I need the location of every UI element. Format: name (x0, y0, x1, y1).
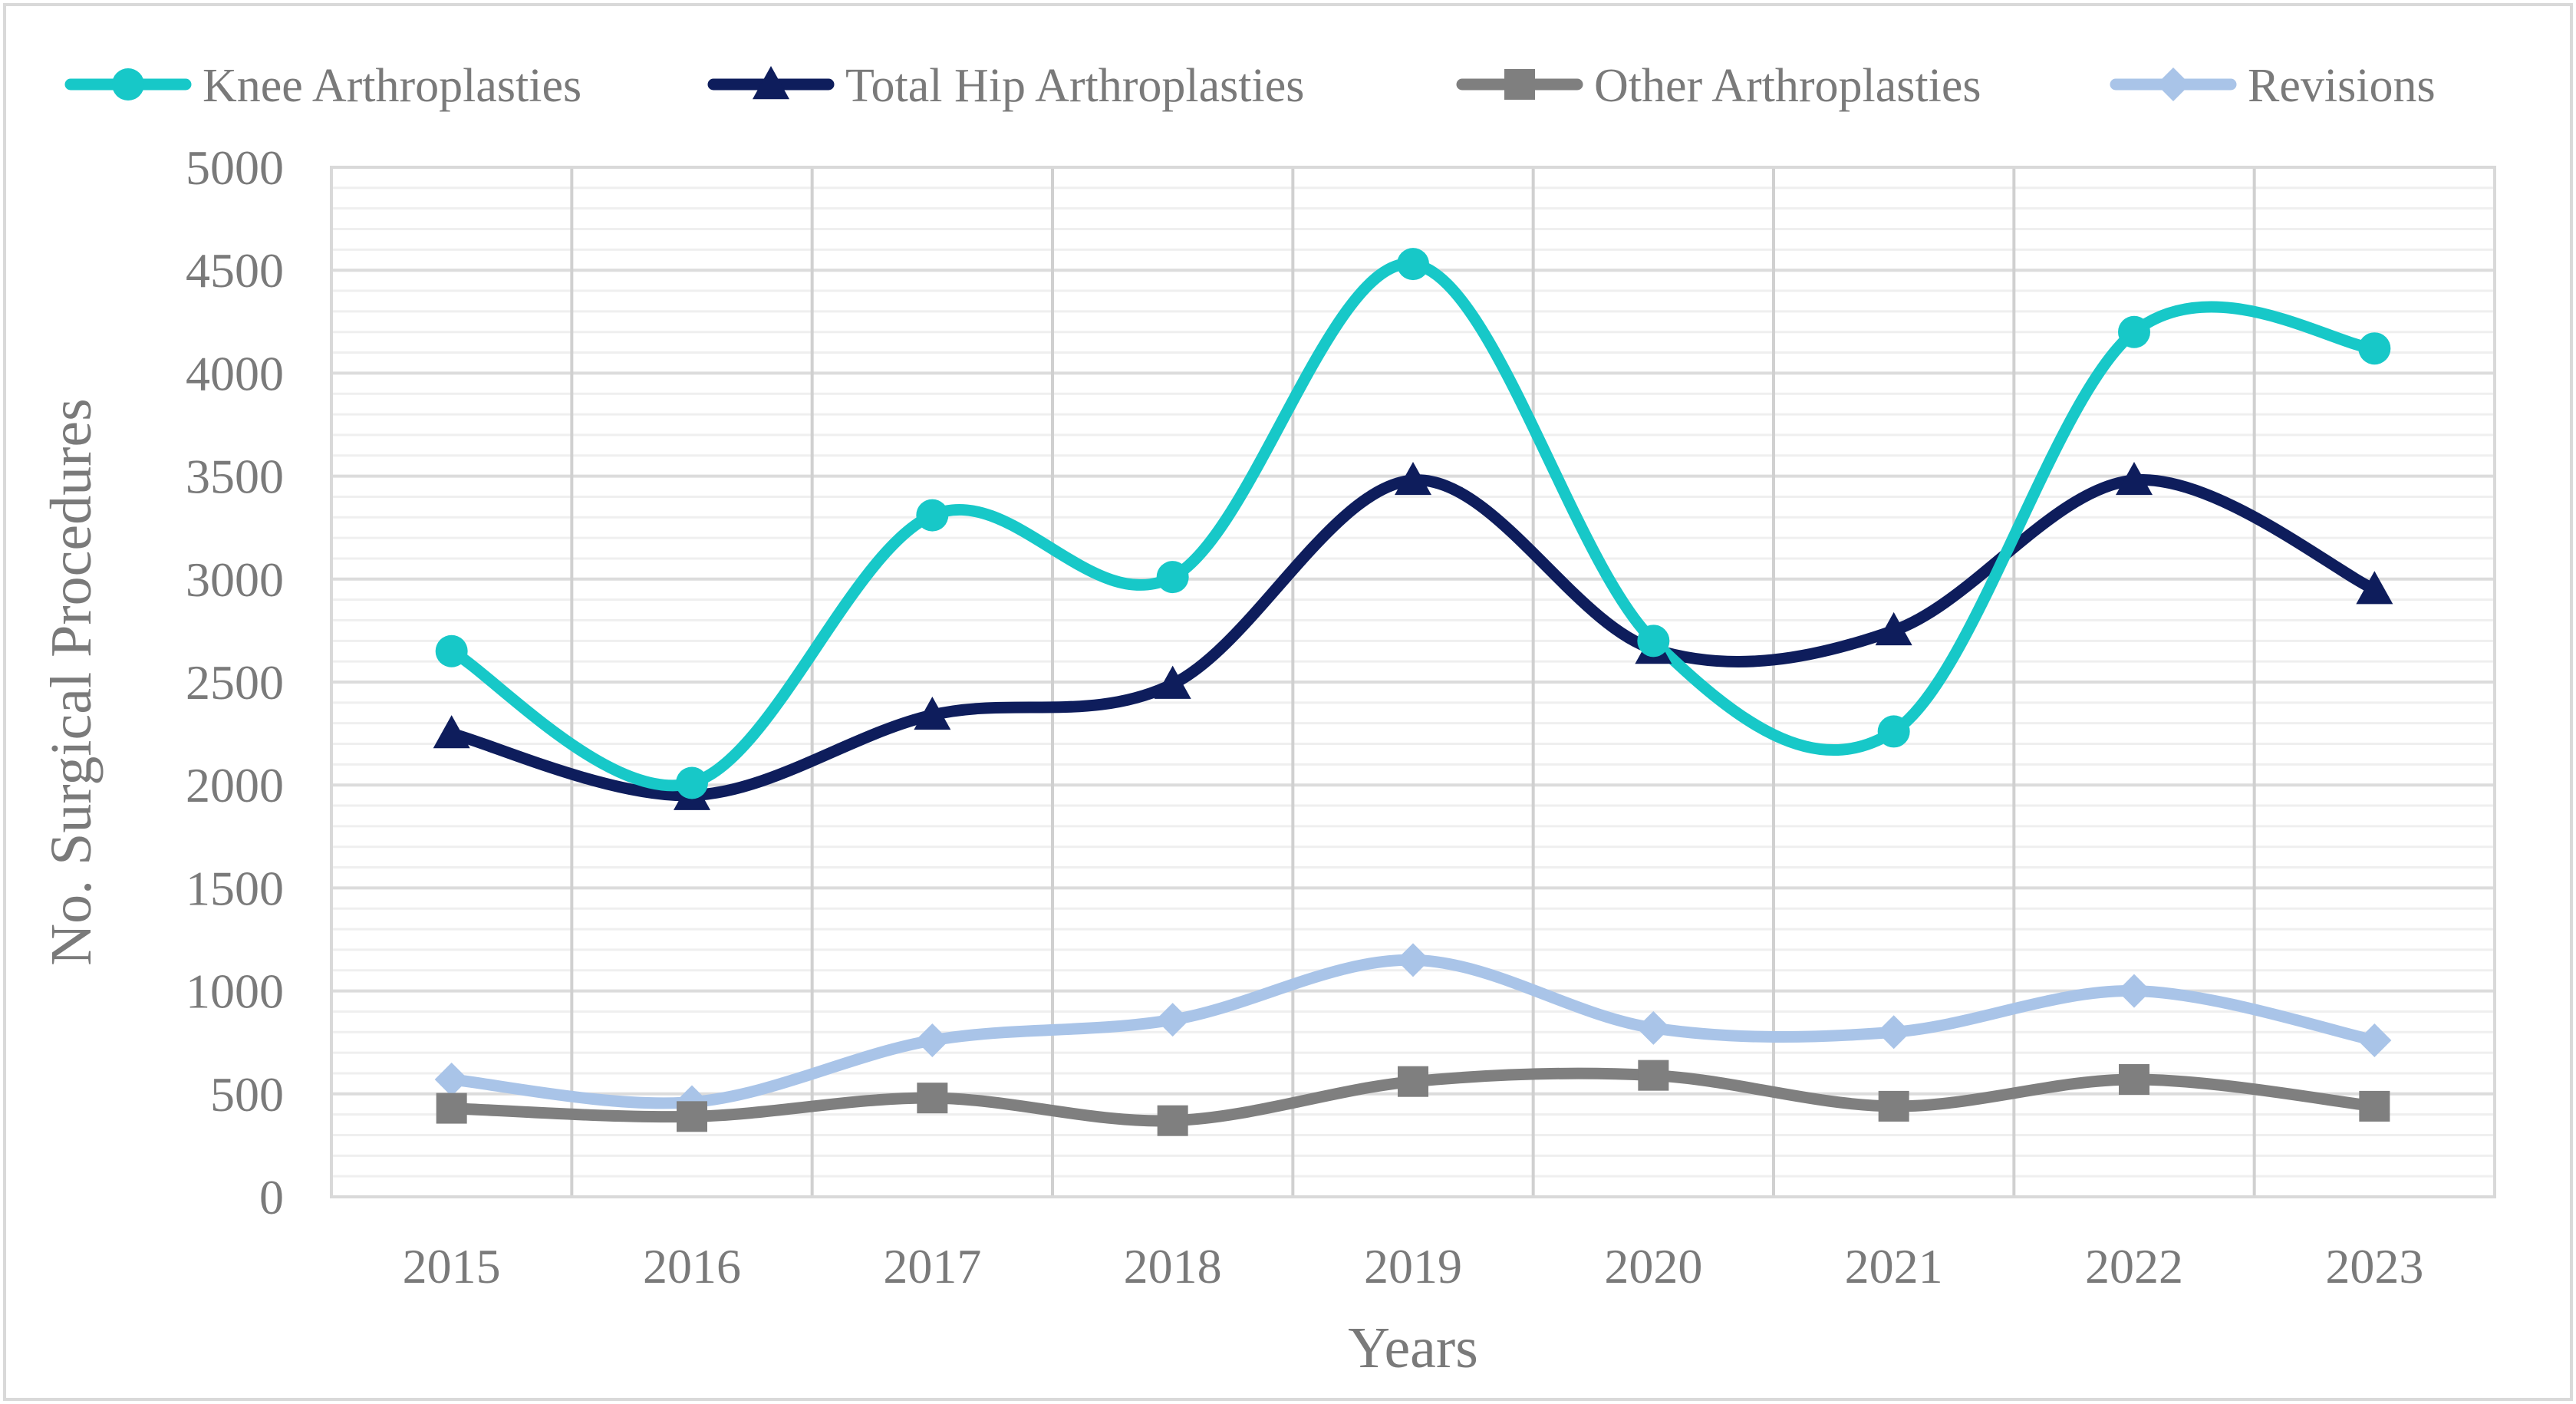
legend-item-other-arthroplasties: Other Arthroplasties (1456, 60, 1981, 112)
vertical-gridlines (570, 167, 2256, 1197)
legend-item-revisions: Revisions (2110, 60, 2436, 112)
series-markers (433, 248, 2393, 1136)
data-point-other-arthroplasties-2017 (917, 1083, 948, 1114)
legend-item-total-hip-arthroplasties: Total Hip Arthroplasties (707, 60, 1304, 112)
y-tick-label: 5000 (186, 140, 284, 195)
data-point-other-arthroplasties-2023 (2359, 1090, 2390, 1122)
data-point-total-hip-arthroplasties-2021 (1875, 611, 1912, 646)
legend-item-knee-arthroplasties: Knee Arthroplasties (64, 60, 581, 112)
data-point-revisions-2021 (1876, 1015, 1911, 1050)
data-point-other-arthroplasties-2019 (1398, 1066, 1428, 1097)
x-tick-label: 2018 (1124, 1239, 1222, 1294)
data-point-total-hip-arthroplasties-2023 (2356, 571, 2393, 605)
data-point-other-arthroplasties-2022 (2119, 1064, 2149, 1096)
data-point-total-hip-arthroplasties-2018 (1154, 665, 1191, 699)
data-point-revisions-2018 (1155, 1003, 1190, 1037)
y-axis-ticks: 0 500 1000 1500 2000 2500 3000 3500 4000 4500 5000 (186, 140, 284, 1224)
legend-label: Revisions (2248, 60, 2436, 112)
y-tick-label: 4000 (186, 346, 284, 400)
y-tick-label: 0 (259, 1170, 284, 1224)
data-point-knee-arthroplasties-2015 (435, 634, 468, 667)
data-point-revisions-2019 (1396, 943, 1430, 977)
data-point-other-arthroplasties-2016 (677, 1101, 707, 1132)
data-point-other-arthroplasties-2015 (436, 1093, 467, 1124)
x-tick-label: 2015 (403, 1239, 501, 1294)
legend-swatch-marker (2156, 68, 2190, 101)
y-tick-label: 2500 (186, 655, 284, 710)
legend-label: Knee Arthroplasties (203, 60, 581, 112)
legend-swatch-marker (112, 68, 144, 101)
data-point-other-arthroplasties-2018 (1157, 1105, 1188, 1136)
data-point-total-hip-arthroplasties-2019 (1395, 461, 1431, 496)
data-point-other-arthroplasties-2020 (1638, 1060, 1669, 1091)
y-tick-label: 1500 (186, 861, 284, 915)
y-tick-label: 2000 (186, 758, 284, 812)
data-point-total-hip-arthroplasties-2022 (2116, 461, 2153, 496)
data-point-revisions-2017 (915, 1023, 950, 1058)
data-point-knee-arthroplasties-2016 (676, 766, 708, 799)
data-point-knee-arthroplasties-2018 (1156, 561, 1189, 594)
data-point-knee-arthroplasties-2020 (1637, 625, 1670, 658)
x-tick-label: 2020 (1604, 1239, 1702, 1294)
x-axis-ticks: 2015 2016 2017 2018 2019 2020 2021 2022 2023 (403, 1239, 2424, 1294)
y-tick-label: 3500 (186, 450, 284, 504)
data-point-knee-arthroplasties-2019 (1397, 248, 1429, 281)
legend-label: Total Hip Arthroplasties (845, 60, 1304, 112)
y-axis-title: No. Surgical Procedures (39, 398, 104, 965)
data-point-revisions-2022 (2117, 974, 2151, 1008)
x-tick-label: 2023 (2325, 1239, 2423, 1294)
x-tick-label: 2017 (883, 1239, 981, 1294)
data-point-knee-arthroplasties-2022 (2118, 315, 2150, 348)
data-point-other-arthroplasties-2021 (1878, 1090, 1909, 1122)
data-point-total-hip-arthroplasties-2017 (914, 696, 951, 730)
data-point-knee-arthroplasties-2017 (916, 499, 949, 532)
legend: Knee Arthroplasties Total Hip Arthroplast… (64, 60, 2436, 112)
data-point-total-hip-arthroplasties-2015 (433, 715, 470, 749)
y-tick-label: 500 (210, 1067, 284, 1122)
data-point-revisions-2023 (2357, 1023, 2392, 1058)
x-axis-title: Years (1348, 1316, 1478, 1380)
legend-swatch-marker (753, 66, 789, 100)
x-tick-label: 2022 (2085, 1239, 2183, 1294)
legend-label: Other Arthroplasties (1594, 60, 1981, 112)
y-tick-label: 4500 (186, 243, 284, 298)
data-point-knee-arthroplasties-2023 (2358, 332, 2391, 365)
x-tick-label: 2021 (1845, 1239, 1943, 1294)
data-point-knee-arthroplasties-2021 (1877, 715, 1910, 748)
x-tick-label: 2019 (1364, 1239, 1462, 1294)
legend-swatch-marker (1504, 69, 1535, 100)
y-tick-label: 3000 (186, 552, 284, 607)
x-tick-label: 2016 (643, 1239, 741, 1294)
y-tick-label: 1000 (186, 964, 284, 1019)
data-point-revisions-2015 (434, 1063, 469, 1097)
plot-area-border (330, 166, 2496, 1198)
data-point-revisions-2020 (1636, 1010, 1671, 1045)
